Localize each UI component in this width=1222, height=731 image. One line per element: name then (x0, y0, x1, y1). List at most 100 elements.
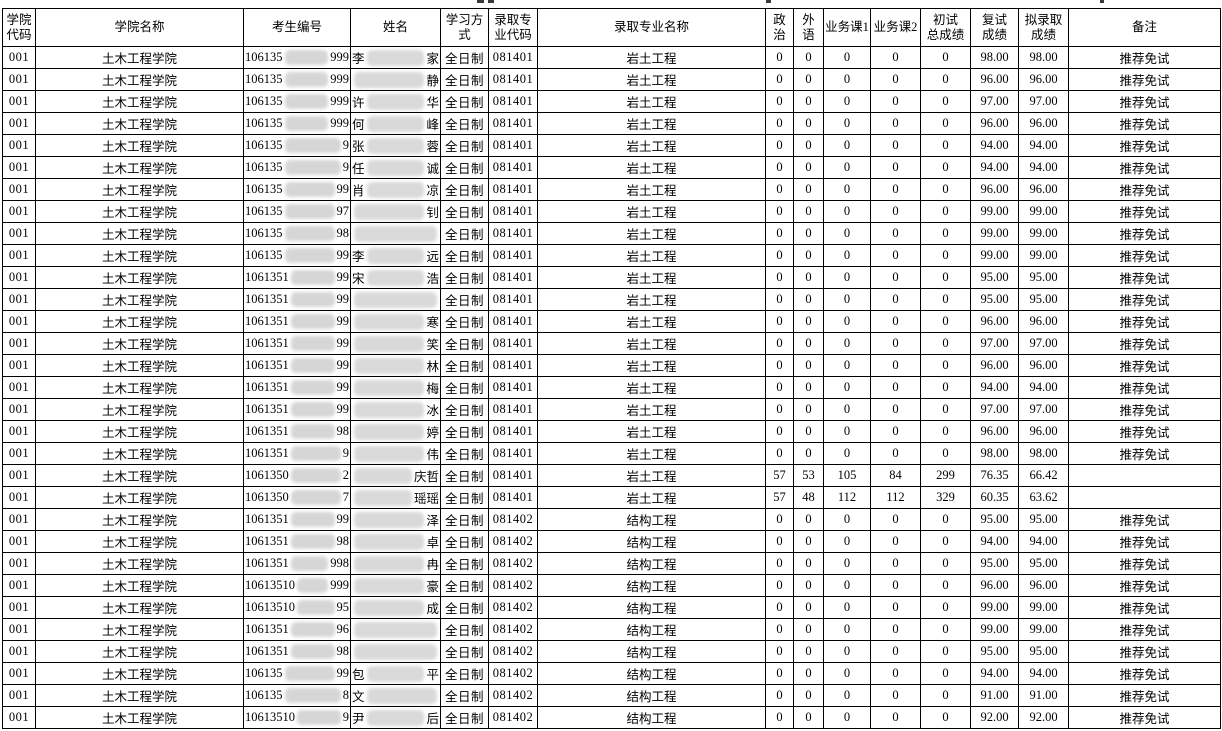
redaction-smudge (290, 314, 335, 329)
table-header-row: 学院 代码 学院名称 考生编号 姓名 学习方式 录取专 业代码 录取专业名称政 治外 语业务… (2, 8, 1221, 47)
cell-candidate_no: 1061351 99 (243, 376, 351, 399)
cell-study_mode: 全日制 (440, 68, 489, 91)
cell-college_code: 001 (2, 112, 36, 135)
cell-candidate_no: 106135 98 (243, 222, 351, 245)
redaction-smudge (354, 489, 412, 506)
visible-prefix: 1061351 (245, 358, 289, 372)
table-row: 001 土木工程学院 106135 999 李家全日制 081401 岩土工程 0 0 0 0 0 98… (2, 46, 1221, 69)
cell-candidate_no: 1061351 96 (243, 618, 351, 641)
redaction-smudge (284, 138, 341, 153)
cell-study_mode: 全日制 (440, 640, 489, 663)
cell-college_code: 001 (2, 618, 36, 641)
cell-initial_total: 0 (920, 442, 971, 465)
cell-college_code: 001 (2, 574, 36, 597)
redacted-value: 宋浩 (352, 268, 439, 287)
redaction-smudge (366, 247, 425, 264)
redacted-value: 10613510 95 (245, 600, 349, 615)
cell-remark: 推荐免试 (1068, 200, 1221, 223)
cell-major_name: 结构工程 (537, 618, 766, 641)
cell-major_code: 081401 (488, 464, 538, 487)
cell-initial_total: 0 (920, 244, 971, 267)
cell-initial_total: 0 (920, 354, 971, 377)
visible-prefix: 106135 (245, 226, 283, 240)
cell-college_name: 土木工程学院 (35, 530, 244, 553)
redacted-value: 尹后 (352, 708, 439, 727)
cell-college_name: 土木工程学院 (35, 662, 244, 685)
cell-remark: 推荐免试 (1068, 706, 1221, 729)
cell-course2: 0 (870, 530, 921, 553)
cell-major_code: 081401 (488, 222, 538, 245)
cell-remark: 推荐免试 (1068, 288, 1221, 311)
cell-remark: 推荐免试 (1068, 398, 1221, 421)
cell-admit_score: 94.00 (1018, 156, 1069, 179)
cell-study_mode: 全日制 (440, 222, 489, 245)
redacted-value: 1061351 99 (245, 358, 349, 373)
visible-prefix: 1061351 (245, 556, 289, 570)
cell-major_name: 结构工程 (537, 530, 766, 553)
cell-study_mode: 全日制 (440, 200, 489, 223)
visible-prefix: 106135 (245, 182, 283, 196)
cell-foreign_lang: 0 (793, 68, 824, 91)
cell-retest_score: 99.00 (970, 244, 1019, 267)
cell-major_name: 结构工程 (537, 552, 766, 575)
visible-prefix: 106135 (245, 666, 283, 680)
cell-politics: 0 (765, 684, 794, 707)
redaction-smudge (284, 160, 341, 175)
cell-politics: 0 (765, 530, 794, 553)
cell-retest_score: 96.00 (970, 68, 1019, 91)
cell-initial_total: 0 (920, 684, 971, 707)
redacted-value: 1061351 96 (245, 622, 349, 637)
visible-suffix: 99 (336, 314, 350, 328)
visible-prefix: 106135 (245, 50, 283, 64)
cell-name: 许华 (350, 90, 441, 113)
col-header-retest_score: 复试 成绩 (970, 8, 1019, 47)
cell-foreign_lang: 0 (793, 134, 824, 157)
cell-remark: 推荐免试 (1068, 618, 1221, 641)
cell-remark: 推荐免试 (1068, 596, 1221, 619)
cell-retest_score: 97.00 (970, 332, 1019, 355)
cell-course2: 0 (870, 222, 921, 245)
table-row: 001 土木工程学院 1061351 9 伟全日制 081401 岩土工程 0 0 0 0 0 98.0… (2, 442, 1221, 465)
redacted-value: 1061351 99 (245, 380, 349, 395)
cell-course1: 0 (823, 90, 871, 113)
cell-course1: 0 (823, 310, 871, 333)
cell-name: 冉 (350, 552, 441, 575)
visible-suffix: 9 (342, 446, 349, 460)
cell-college_name: 土木工程学院 (35, 156, 244, 179)
cell-course1: 0 (823, 442, 871, 465)
table-row: 001 土木工程学院 106135 98 全日制 081401 岩土工程 0 0 0 0 0 99.00… (2, 222, 1221, 245)
cell-admit_score: 99.00 (1018, 200, 1069, 223)
cell-foreign_lang: 0 (793, 640, 824, 663)
redaction-smudge (284, 94, 329, 109)
visible-prefix: 1061351 (245, 512, 289, 526)
visible-prefix: 任 (352, 162, 365, 176)
cell-politics: 0 (765, 244, 794, 267)
cell-major_name: 岩土工程 (537, 90, 766, 113)
cropped-title-fragment (477, 0, 484, 3)
visible-prefix: 李 (352, 250, 365, 264)
cell-college_code: 001 (2, 156, 36, 179)
visible-prefix: 106135 (245, 116, 283, 130)
cell-remark (1068, 486, 1221, 509)
table-row: 001 土木工程学院 106135 8 文全日制 081402 结构工程 0 0 0 0 0 91.00… (2, 684, 1221, 707)
cell-major_code: 081401 (488, 112, 538, 135)
cell-name: 瑶瑶 (350, 486, 441, 509)
redaction-smudge (290, 512, 335, 527)
cell-major_code: 081401 (488, 486, 538, 509)
cell-politics: 0 (765, 46, 794, 69)
redaction-smudge (290, 622, 335, 637)
visible-suffix: 8 (342, 688, 349, 702)
visible-suffix: 99 (336, 292, 350, 306)
redacted-value: 10613510 999 (245, 578, 349, 593)
cell-foreign_lang: 0 (793, 574, 824, 597)
redacted-value: 1061351 99 (245, 292, 349, 307)
cell-major_name: 岩土工程 (537, 68, 766, 91)
cell-candidate_no: 106135 999 (243, 112, 351, 135)
cell-course1: 0 (823, 354, 871, 377)
cell-foreign_lang: 0 (793, 684, 824, 707)
cropped-title-fragment (1100, 0, 1104, 3)
cell-major_name: 岩土工程 (537, 178, 766, 201)
redaction-smudge (354, 445, 425, 462)
cell-college_code: 001 (2, 376, 36, 399)
redacted-value: 李家 (352, 48, 439, 67)
